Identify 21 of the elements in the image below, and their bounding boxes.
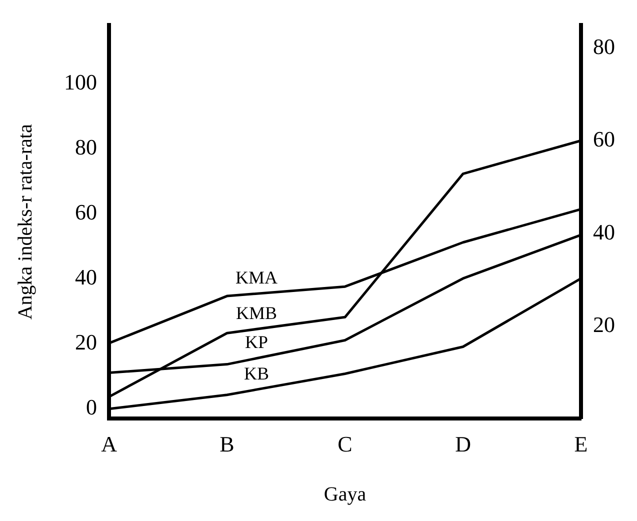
y2-tick-label: 40 [593, 219, 615, 244]
y-tick-label: 100 [64, 70, 97, 95]
series-label: KMA [235, 267, 278, 288]
y2-tick-label: 20 [593, 312, 615, 337]
x-tick-label: A [101, 432, 118, 457]
y-tick-label: 80 [75, 134, 97, 160]
y2-tick-label: 80 [593, 34, 615, 60]
y-tick-label: 20 [75, 330, 97, 355]
y-tick-label: 40 [75, 264, 97, 290]
x-tick-label: B [220, 432, 234, 457]
y-tick-label: 0 [86, 394, 97, 420]
x-axis-title: Gaya [324, 483, 366, 506]
y2-tick-label: 60 [593, 126, 615, 152]
y-tick-label: 60 [75, 200, 97, 225]
series-label: KMB [236, 302, 278, 323]
series-label: KB [244, 363, 270, 384]
y-axis-title: Angka indeks-r rata-rata [14, 124, 36, 320]
series-label: KP [244, 332, 268, 352]
x-tick-label: E [574, 432, 588, 457]
x-tick-label: C [338, 432, 352, 457]
x-tick-label: D [455, 432, 471, 457]
